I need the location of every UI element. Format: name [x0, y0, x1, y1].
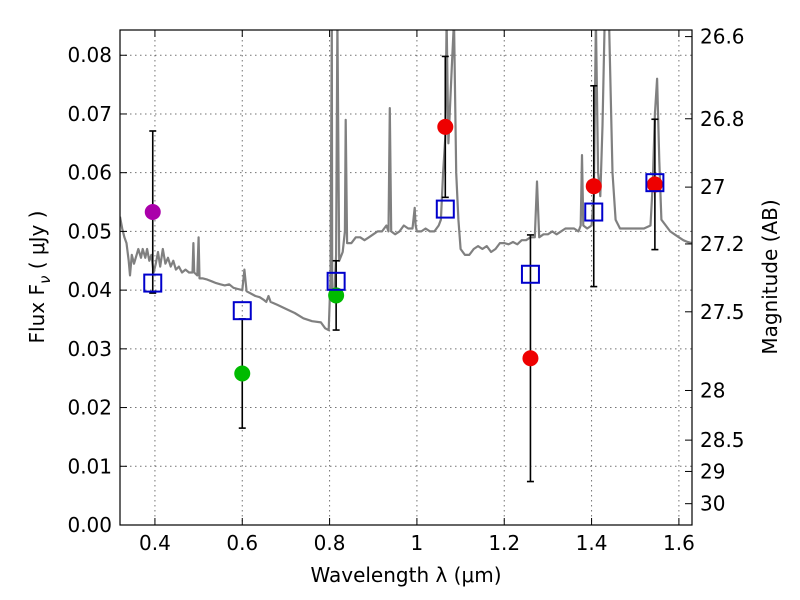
y-tick-label: 0.04: [67, 278, 112, 302]
x-tick-label: 1: [411, 531, 424, 555]
observed-point: [144, 204, 161, 221]
y-axis-right: 26.6 26.8 27 27.2 27.5 28 28.5 29 30: [685, 25, 745, 516]
observed-point: [437, 118, 454, 135]
observed-point: [522, 350, 539, 367]
y-tick-label: 0.01: [67, 454, 112, 478]
x-tick-label: 0.4: [139, 531, 171, 555]
observed-points: [144, 118, 663, 382]
y-axis-title-right: Magnitude (AB): [758, 199, 782, 354]
x-axis-title: Wavelength λ (μm): [310, 563, 501, 587]
model-point: [584, 202, 604, 222]
model-point: [645, 173, 665, 193]
y-axis-title-left: Flux Fν ( μJy ): [25, 211, 54, 344]
observed-point: [646, 176, 663, 193]
y-tick-label: 0.06: [67, 161, 112, 185]
model-point: [520, 264, 540, 284]
model-point: [326, 271, 346, 291]
y-tick-label: 0.00: [67, 513, 112, 537]
model-point: [232, 301, 252, 321]
observed-point: [328, 287, 345, 304]
x-tick-label: 1.2: [488, 531, 520, 555]
x-tick-label: 1.4: [576, 531, 608, 555]
grid: [120, 30, 692, 525]
mag-tick-label: 27.2: [700, 232, 745, 256]
model-point: [143, 273, 163, 293]
mag-tick-label: 30: [700, 492, 725, 516]
observed-point: [585, 178, 602, 195]
y-axis-left: 0.00 0.01 0.02 0.03 0.04 0.05 0.06 0.07 0.08: [67, 43, 127, 537]
y-tick-label: 0.02: [67, 396, 112, 420]
x-tick-label: 1.6: [663, 531, 695, 555]
model-point: [435, 199, 455, 219]
mag-tick-label: 27: [700, 175, 725, 199]
x-tick-label: 0.6: [226, 531, 258, 555]
error-bars: [149, 55, 659, 483]
model-spectrum: [120, 30, 692, 332]
mag-tick-label: 28.5: [700, 428, 745, 452]
y-tick-label: 0.08: [67, 43, 112, 67]
observed-point: [234, 365, 251, 382]
y-axis-title-units: ( μJy ): [25, 211, 49, 276]
spectrum-line: [120, 30, 692, 332]
x-axis: 0.4 0.6 0.8 1 1.2 1.4 1.6: [139, 30, 695, 555]
model-points: [143, 173, 665, 321]
x-tick-label: 0.8: [314, 531, 346, 555]
y-tick-label: 0.05: [67, 219, 112, 243]
mag-tick-label: 29: [700, 459, 725, 483]
plot-frame: [119, 29, 693, 526]
mag-tick-label: 26.6: [700, 25, 745, 49]
y-tick-label: 0.07: [67, 102, 112, 126]
mag-tick-label: 26.8: [700, 107, 745, 131]
mag-tick-label: 28: [700, 378, 725, 402]
mag-tick-label: 27.5: [700, 300, 745, 324]
y-axis-title-nu: ν: [36, 276, 54, 284]
y-axis-title-flux: Flux F: [25, 284, 49, 343]
y-tick-label: 0.03: [67, 337, 112, 361]
